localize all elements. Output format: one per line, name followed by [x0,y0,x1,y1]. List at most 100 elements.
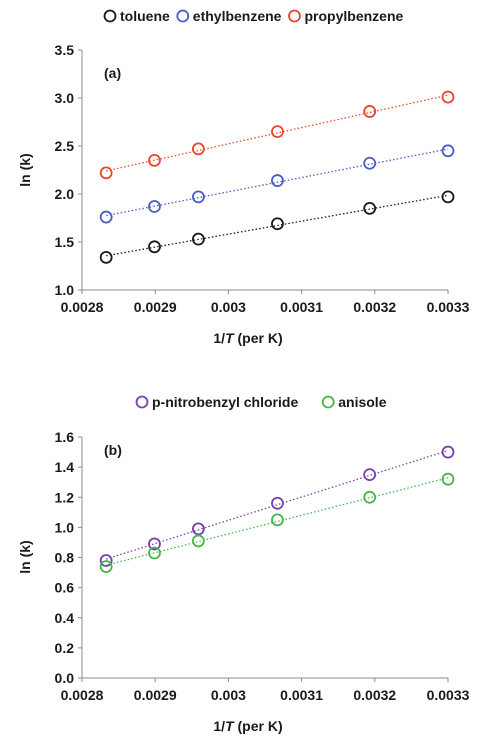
ticks-b: 0.0 0.2 0.4 0.6 0.8 1.0 1.2 1.4 1.6 0.0028 0.0029 0… [55,429,470,703]
data-point-anisole [99,560,113,573]
legend-marker [135,395,149,409]
legend-marker [288,9,301,23]
x-tick-label: 0.003 [211,687,246,703]
data-point-anisole [148,546,161,560]
x-axis-title-prefix-b: 1/ [213,718,225,734]
x-axis-title-b: 1/T (per K) [213,718,282,734]
panel-label-a: (a) [104,65,121,81]
axes-b [81,437,448,679]
legend-marker [103,9,117,23]
data-point-toluene [363,201,377,215]
x-tick-label: 0.0033 [427,687,470,703]
trendline-propylbenzene [106,94,449,172]
panel-label-b: (b) [104,442,122,458]
x-axis-title-suffix-b: (per K) [234,718,283,734]
data-point-propylbenzene [441,90,455,104]
legend-label: anisole [338,394,386,410]
legend-marker [176,9,190,23]
axes-a [81,50,448,291]
trendline-anisole [105,477,449,566]
data-point-ethylbenzene [191,190,205,204]
data-point-ethylbenzene [441,144,455,158]
y-tick-label: 0.2 [55,640,75,656]
legend-label: ethylbenzene [193,8,282,24]
data-point-toluene [191,232,205,246]
x-tick-label: 0.0028 [61,687,104,703]
data-point-anisole [441,472,455,486]
legend-item-ethylbenzene: ethylbenzene [176,8,282,24]
trendline-p-nitrobenzyl-chloride [105,449,449,560]
trendline-toluene [106,194,449,257]
data-point-p-nitrobenzyl-chloride [191,522,205,536]
y-tick-label: 1.0 [55,519,75,535]
data-point-p-nitrobenzyl-chloride [271,496,284,510]
x-tick-label: 0.0029 [134,299,177,315]
data-point-toluene [99,250,113,264]
legend-item-propylbenzene: propylbenzene [288,8,403,24]
x-tick-label: 0.0028 [61,299,104,315]
y-axis-title-b: ln (k) [17,540,33,573]
x-tick-label: 0.0029 [134,687,177,703]
y-tick-label: 0.0 [55,670,75,686]
data-point-propylbenzene [271,125,284,139]
legend-item-p-nitrobenzyl-chloride: p-nitrobenzyl chloride [135,394,298,410]
data-point-ethylbenzene [99,210,113,224]
y-tick-label: 3.0 [55,90,75,106]
x-axis-title-suffix-a: (per K) [234,330,283,346]
data-point-propylbenzene [191,142,205,156]
data-point-anisole [363,490,377,504]
data-point-toluene [271,217,284,231]
data-point-propylbenzene [148,153,161,167]
data-point-p-nitrobenzyl-chloride [99,554,113,567]
data-point-ethylbenzene [148,200,161,213]
data-point-anisole [191,534,205,548]
data-point-anisole [271,513,284,527]
trendlines-a [106,94,449,257]
x-tick-label: 0.0033 [427,299,470,315]
y-tick-label: 1.5 [55,234,75,250]
legend-label: propylbenzene [304,8,403,24]
legend-marker [321,395,335,409]
y-tick-label: 0.8 [55,550,75,566]
legend-label: p-nitrobenzyl chloride [152,394,298,410]
y-tick-label: 1.0 [55,282,75,298]
chart-panel-a: toluene ethylbenzene propylbenzene (a) 1.0… [17,8,470,346]
markers-a [99,90,455,264]
data-point-propylbenzene [363,105,377,118]
chart-panel-b: p-nitrobenzyl chloride anisole (b) 0.0 0.2… [17,394,470,734]
data-point-toluene [148,240,161,254]
data-point-p-nitrobenzyl-chloride [148,537,161,551]
data-point-propylbenzene [99,166,113,180]
legend-item-toluene: toluene [103,8,170,24]
y-tick-label: 2.5 [55,138,75,154]
y-tick-label: 1.4 [55,459,75,475]
y-tick-label: 0.4 [55,610,75,626]
trendlines-b [105,449,449,566]
x-tick-label: 0.0031 [280,299,323,315]
ticks-a: 1.0 1.5 2.0 2.5 3.0 3.5 0.0028 0.0029 0.003 0.003… [55,42,470,315]
x-axis-title-a: 1/T (per K) [213,330,282,346]
data-point-ethylbenzene [271,174,284,187]
y-tick-label: 2.0 [55,186,75,202]
data-point-toluene [441,190,455,204]
legend-a: toluene ethylbenzene propylbenzene [103,8,403,24]
y-tick-label: 1.6 [55,429,75,445]
data-point-ethylbenzene [363,156,377,170]
data-point-p-nitrobenzyl-chloride [441,445,455,459]
x-tick-label: 0.003 [211,299,246,315]
y-axis-title-a: ln (k) [17,153,33,186]
data-point-p-nitrobenzyl-chloride [363,468,377,482]
trendline-ethylbenzene [106,148,449,217]
y-tick-label: 3.5 [55,42,75,58]
x-tick-label: 0.0032 [353,299,396,315]
x-axis-title-var-a: T [225,330,235,346]
legend-b: p-nitrobenzyl chloride anisole [135,394,387,410]
y-tick-label: 1.2 [55,489,75,505]
x-axis-title-prefix-a: 1/ [213,330,225,346]
x-tick-label: 0.0031 [280,687,323,703]
legend-label: toluene [120,8,170,24]
legend-item-anisole: anisole [321,394,387,410]
markers-b [99,445,455,573]
x-axis-title-var-b: T [225,718,235,734]
